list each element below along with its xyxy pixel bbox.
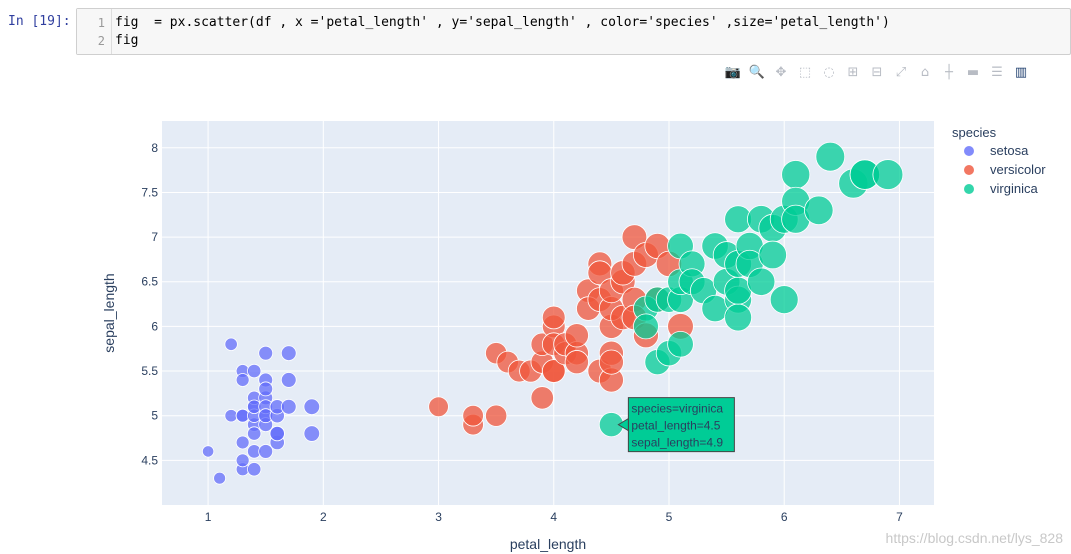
data-point-setosa — [258, 345, 274, 361]
hover-tooltip-line: petal_length=4.5 — [631, 419, 720, 433]
legend-title: species — [952, 125, 997, 140]
box-select-icon[interactable]: ⬚ — [798, 64, 812, 80]
x-tick-label: 4 — [550, 510, 557, 524]
y-tick-label: 4.5 — [141, 453, 158, 467]
legend-item-setosa: setosa — [990, 143, 1029, 158]
data-point-virginica — [804, 195, 834, 226]
line-gutter: 1 2 — [77, 9, 112, 54]
data-point-versicolor — [541, 305, 566, 330]
data-point-virginica — [724, 303, 753, 332]
data-point-setosa — [235, 373, 250, 387]
data-point-setosa — [247, 363, 262, 379]
data-point-versicolor — [530, 386, 554, 410]
data-point-setosa — [269, 425, 285, 442]
autoscale-icon[interactable]: ⤢ — [895, 64, 907, 80]
y-axis-title: sepal_length — [101, 273, 117, 352]
data-point-virginica — [872, 159, 904, 190]
data-point-virginica — [747, 267, 776, 296]
legend-marker-versicolor — [964, 165, 974, 175]
data-point-setosa — [224, 409, 238, 423]
data-point-setosa — [235, 435, 250, 450]
zoom-out-icon[interactable]: ⊟ — [871, 64, 883, 80]
data-point-setosa — [224, 337, 238, 351]
y-tick-label: 8 — [151, 141, 158, 155]
data-point-setosa — [235, 453, 250, 468]
hover-tooltip-line: species=virginica — [631, 402, 723, 416]
modebar: 📷 🔍 ✥ ⬚ ◌ ⊞ ⊟ ⤢ ⌂ ┼ ▬ ☰ ▥ — [724, 63, 1030, 83]
plotly-logo-icon[interactable]: ▥ — [1014, 64, 1028, 80]
data-point-versicolor — [485, 404, 508, 427]
data-point-virginica — [815, 141, 846, 172]
data-point-setosa — [280, 345, 297, 362]
y-tick-label: 7.5 — [141, 185, 158, 199]
hover-tooltip-pointer — [617, 417, 629, 432]
camera-icon[interactable]: 📷 — [724, 64, 742, 80]
x-tick-label: 3 — [435, 510, 442, 524]
code-cell[interactable]: 1 2 fig = px.scatter(df , x ='petal_leng… — [76, 8, 1071, 55]
data-point-setosa — [258, 381, 274, 397]
home-icon[interactable]: ⌂ — [920, 64, 930, 80]
data-point-virginica — [758, 240, 787, 270]
x-tick-label: 1 — [205, 510, 212, 524]
data-point-setosa — [303, 425, 321, 442]
hover-tooltip-line: sepal_length=4.9 — [631, 436, 723, 450]
zoom-in-icon[interactable]: ⊞ — [847, 64, 859, 80]
y-tick-label: 6 — [151, 319, 158, 333]
y-tick-label: 7 — [151, 230, 158, 244]
line-number: 2 — [97, 34, 105, 48]
pan-icon[interactable]: ✥ — [775, 64, 787, 80]
spike-lines-icon[interactable]: ┼ — [945, 64, 953, 80]
legend-marker-setosa — [964, 146, 974, 156]
cell-prompt: In [19]: — [8, 14, 71, 29]
hover-closest-icon[interactable]: ▬ — [966, 64, 980, 80]
data-point-versicolor — [598, 349, 624, 375]
x-tick-label: 2 — [320, 510, 327, 524]
x-tick-label: 7 — [896, 510, 903, 524]
y-tick-label: 5.5 — [141, 364, 158, 378]
data-point-virginica — [633, 313, 659, 340]
data-point-setosa — [280, 398, 297, 415]
legend-item-versicolor: versicolor — [990, 162, 1046, 177]
data-point-setosa — [303, 398, 321, 416]
data-point-setosa — [247, 462, 262, 477]
lasso-icon[interactable]: ◌ — [823, 64, 835, 80]
x-axis-title: petal_length — [510, 536, 586, 552]
data-point-versicolor — [564, 323, 589, 348]
data-point-setosa — [213, 471, 227, 485]
y-tick-label: 6.5 — [141, 275, 158, 289]
legend-item-virginica: virginica — [990, 181, 1038, 196]
zoom-icon[interactable]: 🔍 — [748, 64, 766, 80]
hover-compare-icon[interactable]: ☰ — [991, 64, 1003, 80]
data-point-versicolor — [564, 350, 589, 375]
x-tick-label: 6 — [781, 510, 788, 524]
data-point-virginica — [667, 330, 694, 358]
data-point-setosa — [201, 445, 215, 458]
data-point-virginica — [769, 285, 799, 314]
hover-tooltip — [627, 397, 735, 453]
data-point-setosa — [280, 372, 297, 388]
line-number: 1 — [97, 16, 105, 30]
data-point-setosa — [258, 444, 274, 459]
x-tick-label: 5 — [666, 510, 673, 524]
legend-marker-virginica — [964, 184, 974, 194]
code-line[interactable]: fig — [115, 33, 139, 48]
code-line[interactable]: fig = px.scatter(df , x ='petal_length' … — [115, 15, 890, 30]
data-point-virginica — [781, 160, 811, 190]
data-point-versicolor — [462, 404, 484, 427]
data-point-versicolor — [428, 396, 449, 418]
data-point-versicolor — [541, 359, 566, 383]
data-point-setosa — [247, 426, 262, 441]
y-tick-label: 5 — [151, 409, 158, 423]
watermark: https://blog.csdn.net/lys_828 — [885, 530, 1063, 546]
